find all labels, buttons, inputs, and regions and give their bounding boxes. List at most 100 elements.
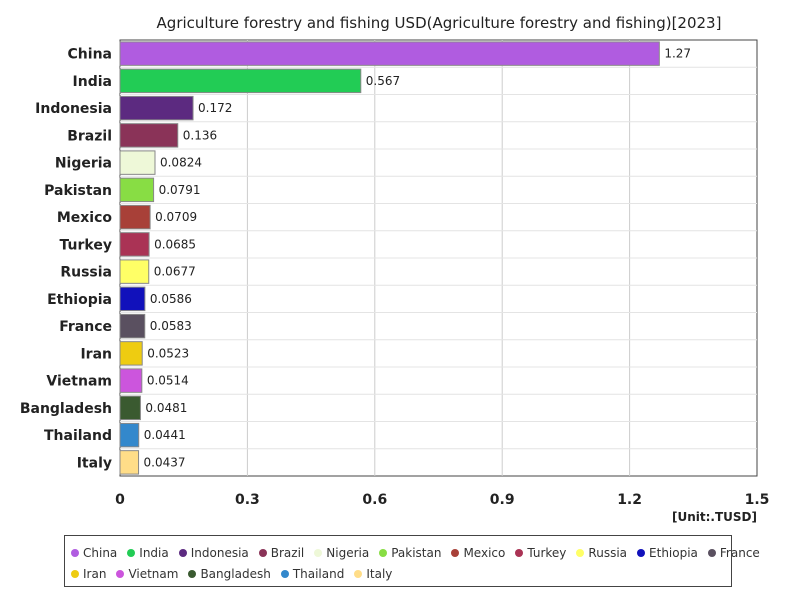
value-label: 0.172 xyxy=(198,101,232,115)
legend-item: Indonesia xyxy=(178,545,249,560)
bar-brazil xyxy=(119,123,179,148)
bar-mexico xyxy=(119,204,151,230)
legend-marker xyxy=(280,569,289,578)
value-label: 1.27 xyxy=(664,47,691,61)
category-label: Indonesia xyxy=(35,101,112,117)
legend-row: Iran Vietnam Bangladesh Thailand Italy xyxy=(71,563,725,584)
legend-label: Iran xyxy=(83,566,107,581)
value-label: 0.567 xyxy=(366,74,400,88)
category-label: Nigeria xyxy=(55,156,112,172)
legend-marker xyxy=(451,548,460,557)
bar-turkey xyxy=(119,232,150,257)
legend-marker xyxy=(637,548,646,557)
legend-item: Bangladesh xyxy=(188,566,271,581)
legend-item: Ethiopia xyxy=(637,546,698,560)
category-label: Ethiopia xyxy=(47,292,112,308)
value-label: 0.0437 xyxy=(144,455,186,469)
value-label: 0.0523 xyxy=(147,346,189,360)
bar-france xyxy=(119,313,146,339)
legend: China India Indonesia Brazil Nigeria Pakistan… xyxy=(64,535,760,587)
category-label: Thailand xyxy=(44,428,112,444)
bar-pakistan xyxy=(119,177,155,203)
legend-marker xyxy=(71,569,79,578)
legend-marker xyxy=(178,548,187,557)
value-label: 0.0583 xyxy=(150,319,192,333)
legend-marker xyxy=(258,548,267,557)
value-label: 0.0514 xyxy=(147,374,189,388)
bar-thailand xyxy=(119,422,140,448)
bar-nigeria xyxy=(119,150,156,175)
category-label: Brazil xyxy=(67,128,112,144)
value-labels: 1.27 0.567 0.172 0.136 0.0824 0.0791 0.0709 0.0… xyxy=(144,47,691,470)
category-label: Turkey xyxy=(60,237,112,253)
value-label: 0.0791 xyxy=(159,183,201,197)
legend-item: Brazil xyxy=(258,545,305,560)
value-label: 0.0586 xyxy=(150,292,192,306)
x-tick-label: 0 xyxy=(115,492,125,508)
legend-label: Russia xyxy=(588,545,628,560)
chart-title: Agriculture forestry and fishing USD(Agr… xyxy=(157,14,722,32)
legend-label: Pakistan xyxy=(391,545,442,560)
legend-item: China xyxy=(71,546,117,560)
bar-italy xyxy=(119,450,140,475)
bar-india xyxy=(119,68,362,94)
x-tick-label: 1.5 xyxy=(745,492,770,508)
legend-label: China xyxy=(83,545,118,560)
bar-china xyxy=(119,41,660,66)
legend-label: Indonesia xyxy=(190,545,249,560)
legend-label: Thailand xyxy=(292,566,345,581)
legend-marker xyxy=(314,548,323,557)
legend-item: Thailand xyxy=(280,566,345,581)
bar-russia xyxy=(119,259,150,284)
category-label: China xyxy=(68,47,112,63)
category-label: France xyxy=(59,319,112,335)
value-label: 0.0481 xyxy=(145,401,187,415)
legend-item: Italy xyxy=(354,567,392,581)
legend-label: Brazil xyxy=(270,545,305,560)
legend-item: Nigeria xyxy=(314,546,369,560)
x-tick-labels: 0 0.3 0.6 0.9 1.2 1.5 xyxy=(115,492,769,508)
value-label: 0.0824 xyxy=(160,156,202,170)
category-label: Mexico xyxy=(57,210,113,226)
x-tick-label: 0.3 xyxy=(235,492,260,508)
legend-label: Italy xyxy=(366,566,393,581)
legend-marker xyxy=(515,548,524,557)
legend-label: Turkey xyxy=(527,545,567,560)
category-label: Vietnam xyxy=(46,374,112,390)
value-label: 0.0677 xyxy=(154,265,196,279)
legend-label: France xyxy=(719,545,760,560)
bar-indonesia xyxy=(119,95,194,121)
legend-item: France xyxy=(707,545,760,560)
legend-label: Bangladesh xyxy=(200,566,271,581)
bar-vietnam xyxy=(119,368,143,393)
unit-label: [Unit:.TUSD] xyxy=(672,510,757,524)
category-label: Italy xyxy=(77,455,112,471)
category-label: Bangladesh xyxy=(20,401,112,417)
x-tick-label: 0.9 xyxy=(490,492,515,508)
bar-bangladesh xyxy=(119,395,141,421)
legend-marker xyxy=(354,569,363,578)
grid-lines xyxy=(120,40,757,476)
x-tick-label: 1.2 xyxy=(617,492,642,508)
legend-label: Ethiopia xyxy=(649,545,698,560)
bars xyxy=(119,41,660,475)
legend-marker xyxy=(188,569,197,578)
value-label: 0.136 xyxy=(183,128,217,142)
legend-item: Iran xyxy=(71,567,106,581)
bar-ethiopia xyxy=(119,286,146,312)
category-labels: China India Indonesia Brazil Nigeria Pakistan… xyxy=(20,47,113,472)
legend-marker xyxy=(127,548,136,557)
legend-marker xyxy=(707,548,716,557)
category-label: Iran xyxy=(80,346,112,362)
x-tick-label: 0.6 xyxy=(362,492,387,508)
legend-item: Pakistan xyxy=(379,546,441,560)
value-label: 0.0441 xyxy=(144,428,186,442)
value-label: 0.0709 xyxy=(155,210,197,224)
legend-label: Nigeria xyxy=(326,545,370,560)
legend-item: Mexico xyxy=(451,546,505,560)
value-label: 0.0685 xyxy=(154,237,196,251)
bar-iran xyxy=(119,341,143,366)
category-label: India xyxy=(73,74,112,90)
category-label: Russia xyxy=(60,265,112,281)
